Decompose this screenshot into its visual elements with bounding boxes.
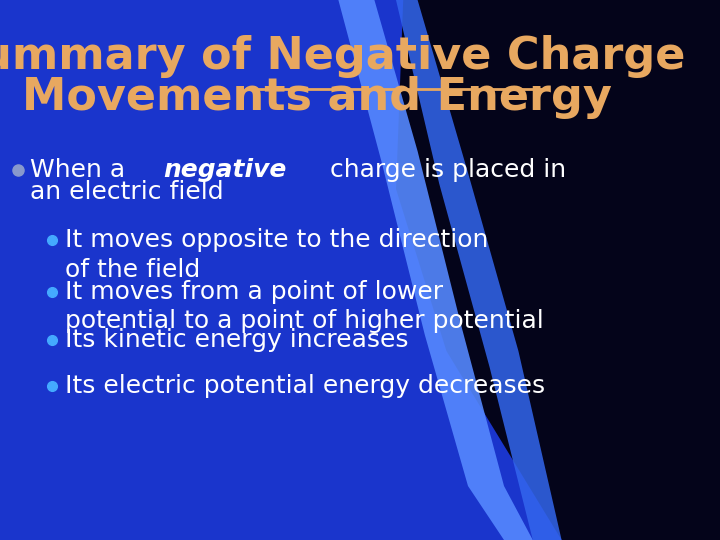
Text: When a: When a (30, 158, 133, 182)
Polygon shape (338, 0, 533, 540)
Text: an electric field: an electric field (30, 180, 224, 204)
Text: charge is placed in: charge is placed in (323, 158, 567, 182)
Text: Movements and Energy: Movements and Energy (22, 76, 612, 119)
Text: negative: negative (163, 158, 287, 182)
Polygon shape (396, 0, 720, 540)
Text: Its kinetic energy increases: Its kinetic energy increases (65, 328, 408, 352)
Text: It moves from a point of lower: It moves from a point of lower (65, 280, 443, 303)
Text: Its electric potential energy decreases: Its electric potential energy decreases (65, 374, 545, 398)
Text: of the field: of the field (65, 258, 200, 282)
Text: It moves opposite to the direction: It moves opposite to the direction (65, 228, 488, 252)
Polygon shape (374, 0, 562, 540)
Text: potential to a point of higher potential: potential to a point of higher potential (65, 309, 544, 333)
Text: Summary of Negative Charge: Summary of Negative Charge (0, 35, 685, 78)
